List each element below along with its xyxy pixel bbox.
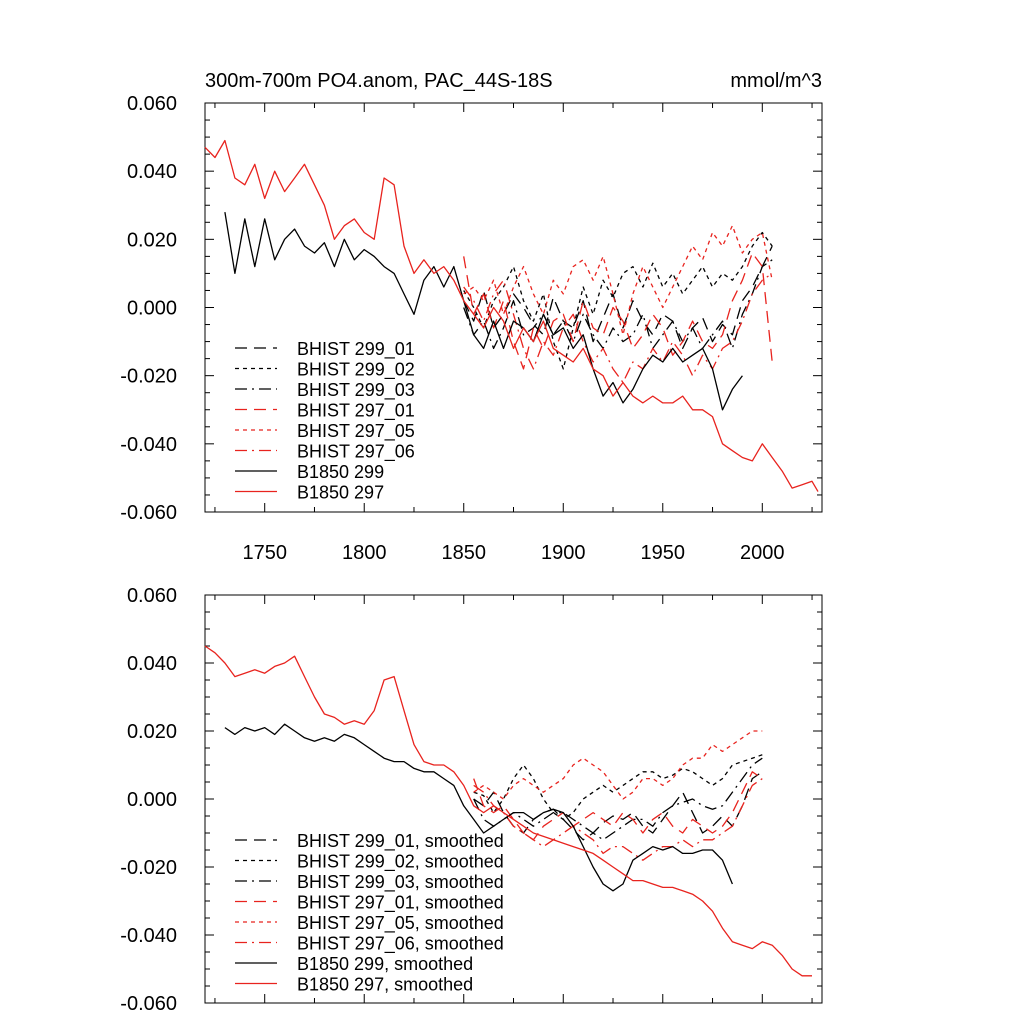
series-line-bhist-299-03-smoothed <box>473 757 763 841</box>
y-tick-label: 0.020 <box>127 721 177 743</box>
legend-label: B1850 299, smoothed <box>297 954 473 974</box>
x-tick-label: 1800 <box>342 542 387 564</box>
series-line-bhist-297-06 <box>463 272 773 384</box>
legend-label: BHIST 299_03 <box>297 380 415 401</box>
legend-label: BHIST 297_05, smoothed <box>297 913 504 934</box>
x-tick-label: 1850 <box>441 542 486 564</box>
series-line-bhist-299-01-smoothed <box>473 771 763 841</box>
legend-label: BHIST 299_03, smoothed <box>297 872 504 893</box>
series-line-b1850-299-smoothed <box>224 723 734 892</box>
y-tick-label: -0.040 <box>120 925 177 947</box>
y-tick-label: -0.020 <box>120 366 177 388</box>
legend-label: BHIST 297_06, smoothed <box>297 934 504 955</box>
y-tick-label: 0.040 <box>127 653 177 675</box>
x-tick-label: 1750 <box>242 542 287 564</box>
series-line-bhist-297-05 <box>463 225 773 336</box>
series-line-bhist-297-05-smoothed <box>473 730 763 800</box>
y-tick-label: 0.000 <box>127 298 177 320</box>
y-tick-label: -0.060 <box>120 502 177 524</box>
legend-label: B1850 299 <box>297 462 384 482</box>
series-line-bhist-299-02 <box>463 231 773 370</box>
legend-label: BHIST 299_02, smoothed <box>297 852 504 873</box>
series-line-bhist-299-03 <box>463 259 773 350</box>
series-line-bhist-297-01-smoothed <box>473 771 763 841</box>
chart-title: 300m-700m PO4.anom, PAC_44S-18S <box>205 70 553 92</box>
x-tick-label: 1900 <box>541 542 586 564</box>
y-tick-label: 0.040 <box>127 161 177 183</box>
x-tick-label: 2000 <box>740 542 785 564</box>
bottom-panel: -0.060 -0.040 -0.020 0.000 0.020 0.040 0.060 BH… <box>120 585 823 1015</box>
series-line-b1850-297-smoothed <box>204 645 812 977</box>
series-line-bhist-299-02-smoothed <box>473 754 763 821</box>
series-line-b1850-299 <box>224 211 743 411</box>
series-line-bhist-297-06-smoothed <box>473 778 763 861</box>
y-tick-label: 0.000 <box>127 789 177 811</box>
units-label: mmol/m^3 <box>730 70 822 92</box>
y-tick-label: -0.020 <box>120 857 177 879</box>
legend-label: BHIST 297_06 <box>297 442 415 463</box>
top-panel: -0.060 -0.040 -0.020 0.000 0.020 0.040 0.060 17… <box>120 93 823 564</box>
y-tick-label: 0.020 <box>127 229 177 251</box>
legend-label: BHIST 299_01 <box>297 339 415 360</box>
legend-label: B1850 297, smoothed <box>297 975 473 995</box>
series-line-b1850-297 <box>204 139 819 492</box>
y-tick-label: 0.060 <box>127 585 177 607</box>
y-tick-label: 0.060 <box>127 93 177 115</box>
legend-label: BHIST 297_01 <box>297 401 415 422</box>
x-tick-label: 1950 <box>641 542 686 564</box>
y-tick-label: -0.040 <box>120 434 177 456</box>
legend-label: BHIST 297_05 <box>297 421 415 442</box>
legend-label: B1850 297 <box>297 483 384 503</box>
y-tick-label: -0.060 <box>120 993 177 1015</box>
legend-label: BHIST 297_01, smoothed <box>297 893 504 914</box>
legend-label: BHIST 299_01, smoothed <box>297 831 504 852</box>
series-line-bhist-299-01 <box>463 245 773 350</box>
legend-label: BHIST 299_02 <box>297 360 415 381</box>
